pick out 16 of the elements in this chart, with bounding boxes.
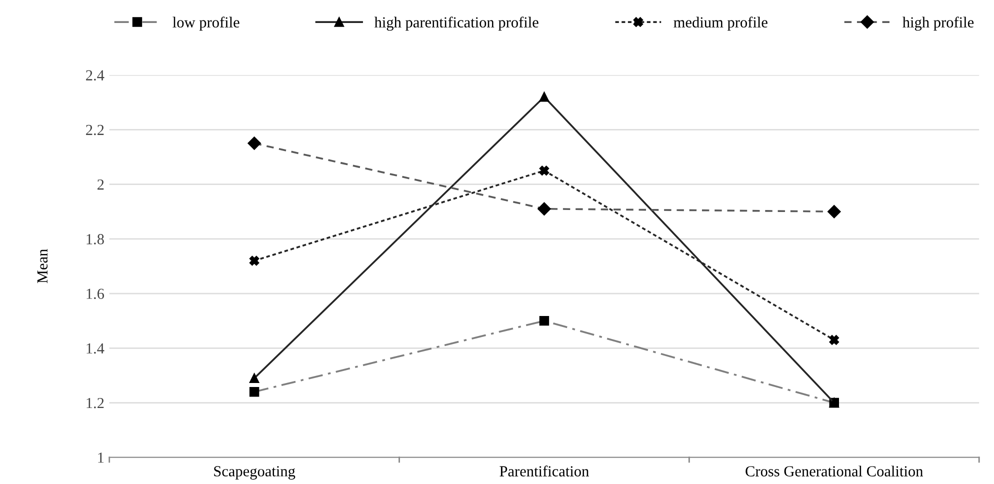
y-tick-label: 1.2: [86, 398, 104, 408]
y-tick-label: 1.8: [86, 234, 104, 244]
x-tick-label: Parentification: [500, 466, 589, 476]
x-tick-label: Scapegoating: [214, 466, 296, 480]
y-tick-label: 2: [98, 179, 104, 190]
y-axis-title: Mean: [37, 249, 48, 284]
legend-label: low profile: [172, 16, 240, 31]
x-tick-label: Cross Generational Coalition: [746, 466, 923, 476]
y-tick-label: 1.4: [86, 343, 104, 354]
legend-label: high profile: [902, 16, 974, 31]
legend-label: high parentification profile: [374, 16, 538, 31]
y-tick-label: 2.2: [86, 124, 104, 136]
legend-label: medium profile: [674, 16, 768, 31]
y-tick-label: 1.6: [86, 288, 104, 300]
y-tick-label: 1: [98, 452, 104, 463]
y-tick-label: 2.4: [86, 70, 104, 81]
